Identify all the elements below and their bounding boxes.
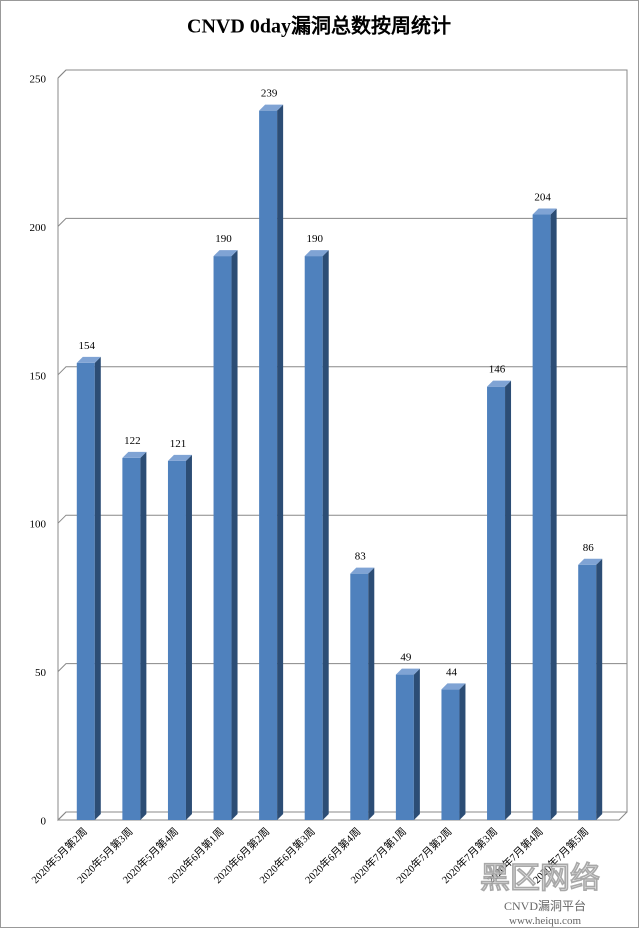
y-tick-label: 150: [30, 370, 47, 382]
bar: [167, 460, 186, 820]
bar-top: [395, 668, 420, 675]
bar: [122, 457, 141, 820]
bar-top: [487, 380, 512, 387]
bar-top: [441, 683, 466, 690]
bar-side: [231, 250, 238, 820]
value-label: 122: [124, 435, 141, 447]
y-tick-label: 100: [30, 519, 47, 531]
side-wall: [57, 69, 67, 822]
bar-top: [304, 250, 329, 257]
grid-line: [57, 217, 627, 227]
bar-top: [578, 558, 603, 565]
y-tick-label: 0: [41, 816, 47, 828]
chart-title: CNVD 0day漏洞总数按周统计: [187, 14, 451, 38]
value-label: 49: [400, 652, 412, 664]
grid-line: [57, 514, 627, 524]
y-tick-label: 50: [35, 667, 47, 679]
value-label: 86: [583, 542, 595, 554]
bar: [76, 362, 95, 820]
bar-side: [277, 104, 284, 820]
bar-top: [213, 250, 238, 257]
bar-top: [532, 208, 557, 215]
bar: [213, 256, 232, 821]
grid-line: [57, 811, 627, 821]
bar-side: [550, 208, 557, 820]
bar-side: [413, 668, 420, 820]
bar-side: [505, 380, 512, 820]
bar-side: [322, 250, 329, 820]
value-label: 83: [355, 551, 367, 563]
bar-side: [185, 454, 192, 820]
watermark: 黑区网络 CNVD漏洞平台 www.heiqu.com: [480, 861, 601, 927]
value-label: 146: [489, 364, 506, 376]
floor: [58, 811, 628, 821]
bar: [578, 564, 597, 820]
value-label: 239: [261, 88, 278, 100]
bar-top: [167, 454, 192, 461]
bar-side: [140, 451, 147, 820]
bar: [350, 573, 369, 820]
bar: [259, 110, 278, 820]
watermark-brand: 黑区网络: [480, 861, 600, 895]
y-tick-label: 250: [30, 74, 47, 86]
bar-top: [76, 356, 101, 363]
value-label: 154: [79, 340, 96, 352]
value-label: 204: [534, 192, 551, 204]
bar-top: [259, 104, 284, 111]
bar-top: [122, 451, 147, 458]
y-tick-label: 200: [30, 222, 47, 234]
watermark-site: www.heiqu.com: [509, 915, 581, 927]
bar-top: [350, 567, 375, 574]
bar: [304, 256, 323, 821]
value-label: 190: [306, 233, 323, 245]
watermark-platform: CNVD漏洞平台: [504, 898, 586, 913]
bar-side: [596, 558, 603, 820]
grid-line: [57, 69, 627, 79]
grid-line: [57, 663, 627, 672]
bar-side: [459, 683, 466, 820]
value-label: 44: [446, 666, 458, 678]
bar-side: [94, 356, 101, 820]
bar: [395, 674, 414, 820]
grid-line: [57, 366, 627, 376]
value-label: 121: [170, 438, 187, 450]
bar: [441, 689, 460, 820]
bar-side: [368, 567, 375, 820]
bar: [532, 214, 551, 820]
value-label: 190: [215, 233, 232, 245]
bar: [487, 386, 506, 820]
